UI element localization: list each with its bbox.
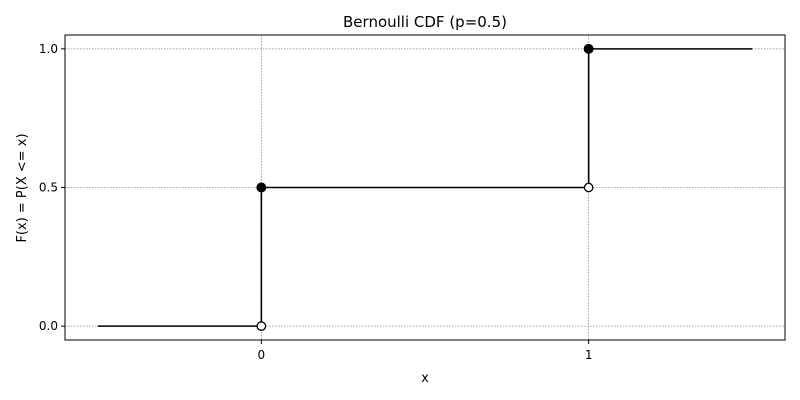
open-point-marker bbox=[583, 182, 594, 193]
y-axis-label: F(x) = P(X <= x) bbox=[15, 133, 30, 242]
open-point-marker bbox=[256, 321, 267, 331]
axis-ticks: 0 1 0.0 0.5 1.0 bbox=[39, 42, 593, 362]
y-tick-label: 1.0 bbox=[39, 42, 58, 56]
y-tick-label: 0.0 bbox=[39, 319, 58, 333]
chart-title: Bernoulli CDF (p=0.5) bbox=[343, 13, 507, 31]
closed-point-marker bbox=[256, 182, 267, 193]
x-axis-label: x bbox=[421, 371, 429, 386]
plot-data bbox=[97, 43, 753, 331]
x-tick-label: 0 bbox=[258, 348, 266, 362]
closed-point-marker bbox=[583, 43, 594, 54]
x-tick-label: 1 bbox=[585, 348, 593, 362]
y-tick-label: 0.5 bbox=[39, 181, 58, 195]
